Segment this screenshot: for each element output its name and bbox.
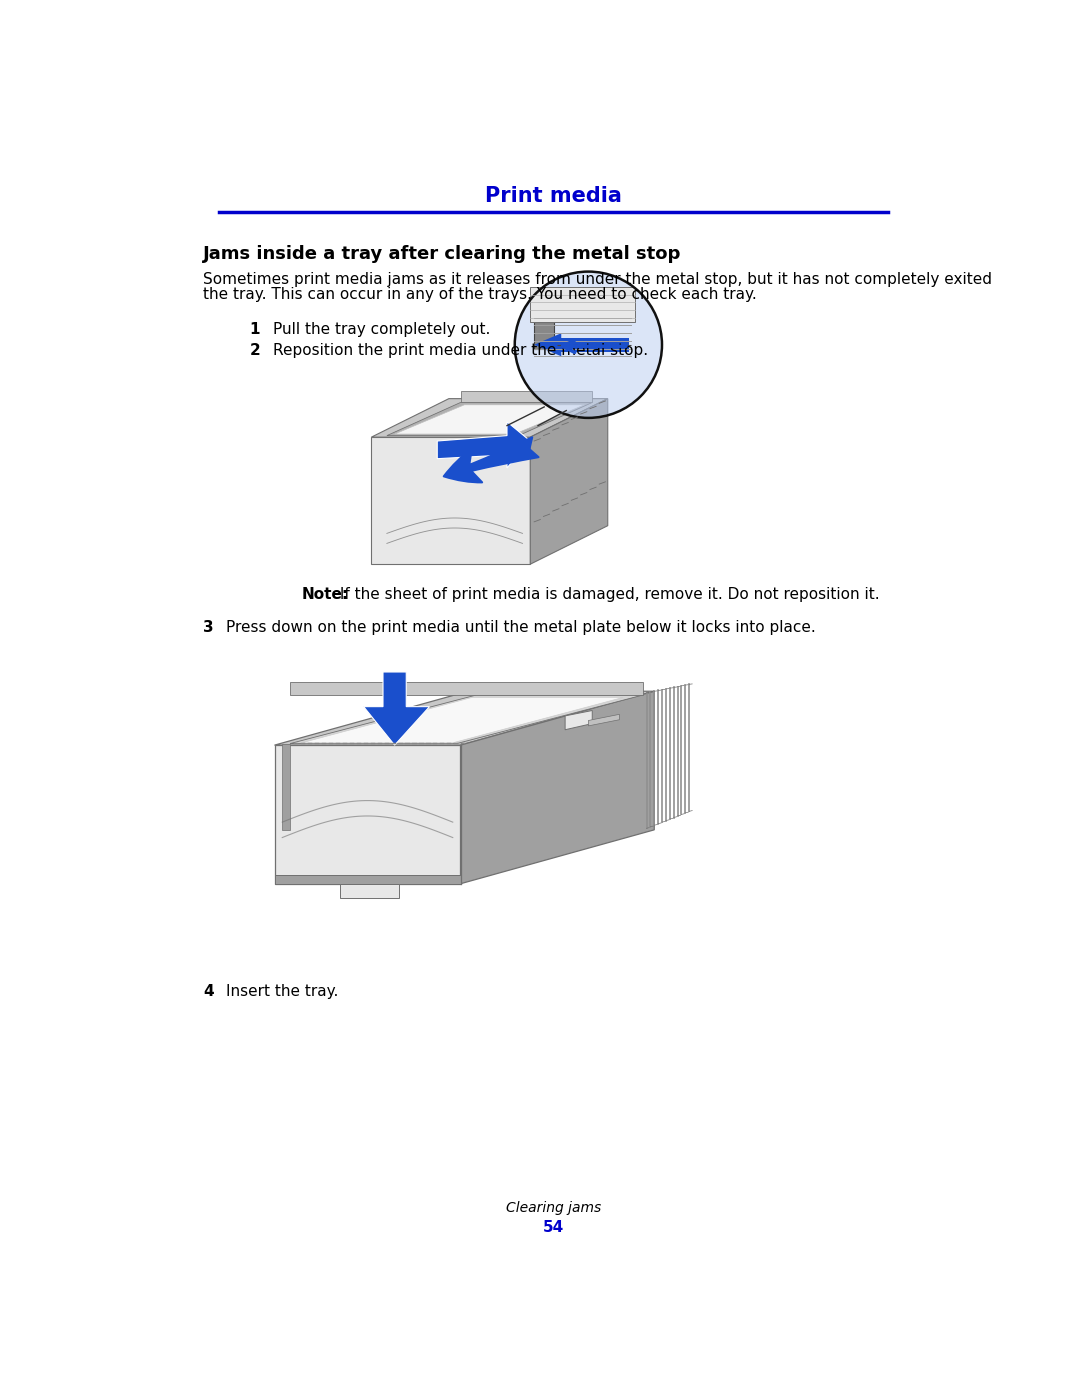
- Text: Clearing jams: Clearing jams: [505, 1201, 602, 1215]
- Text: Insert the tray.: Insert the tray.: [227, 983, 339, 999]
- Polygon shape: [535, 321, 554, 349]
- Text: Print media: Print media: [485, 186, 622, 207]
- Text: 1: 1: [249, 321, 260, 337]
- Polygon shape: [340, 884, 399, 898]
- Polygon shape: [291, 682, 643, 696]
- Circle shape: [515, 271, 662, 418]
- Polygon shape: [387, 402, 592, 436]
- Text: 2: 2: [249, 344, 260, 358]
- Polygon shape: [274, 875, 460, 884]
- Text: Press down on the print media until the metal plate below it locks into place.: Press down on the print media until the …: [227, 620, 816, 634]
- Text: If the sheet of print media is damaged, remove it. Do not reposition it.: If the sheet of print media is damaged, …: [335, 587, 879, 602]
- Polygon shape: [372, 398, 608, 437]
- Polygon shape: [589, 714, 619, 726]
- Text: Reposition the print media under the metal stop.: Reposition the print media under the met…: [273, 344, 648, 358]
- Polygon shape: [282, 743, 291, 830]
- Text: Pull the tray completely out.: Pull the tray completely out.: [273, 321, 490, 337]
- Polygon shape: [460, 692, 654, 884]
- Polygon shape: [394, 405, 584, 434]
- Text: 4: 4: [203, 983, 214, 999]
- Polygon shape: [562, 338, 629, 352]
- Text: Jams inside a tray after clearing the metal stop: Jams inside a tray after clearing the me…: [203, 244, 681, 263]
- Text: Sometimes print media jams as it releases from under the metal stop, but it has : Sometimes print media jams as it release…: [203, 271, 993, 286]
- Polygon shape: [274, 745, 460, 884]
- Polygon shape: [565, 711, 592, 729]
- Polygon shape: [364, 672, 430, 745]
- Polygon shape: [437, 422, 530, 468]
- Text: 54: 54: [543, 1220, 564, 1235]
- Polygon shape: [372, 437, 530, 564]
- Polygon shape: [274, 692, 654, 745]
- Text: the tray. This can occur in any of the trays. You need to check each tray.: the tray. This can occur in any of the t…: [203, 286, 757, 302]
- Polygon shape: [530, 286, 635, 321]
- Polygon shape: [460, 391, 592, 402]
- Polygon shape: [535, 334, 562, 356]
- Text: Note:: Note:: [301, 587, 349, 602]
- Polygon shape: [291, 696, 643, 743]
- Polygon shape: [530, 398, 608, 564]
- Text: 3: 3: [203, 620, 214, 634]
- Polygon shape: [301, 697, 623, 743]
